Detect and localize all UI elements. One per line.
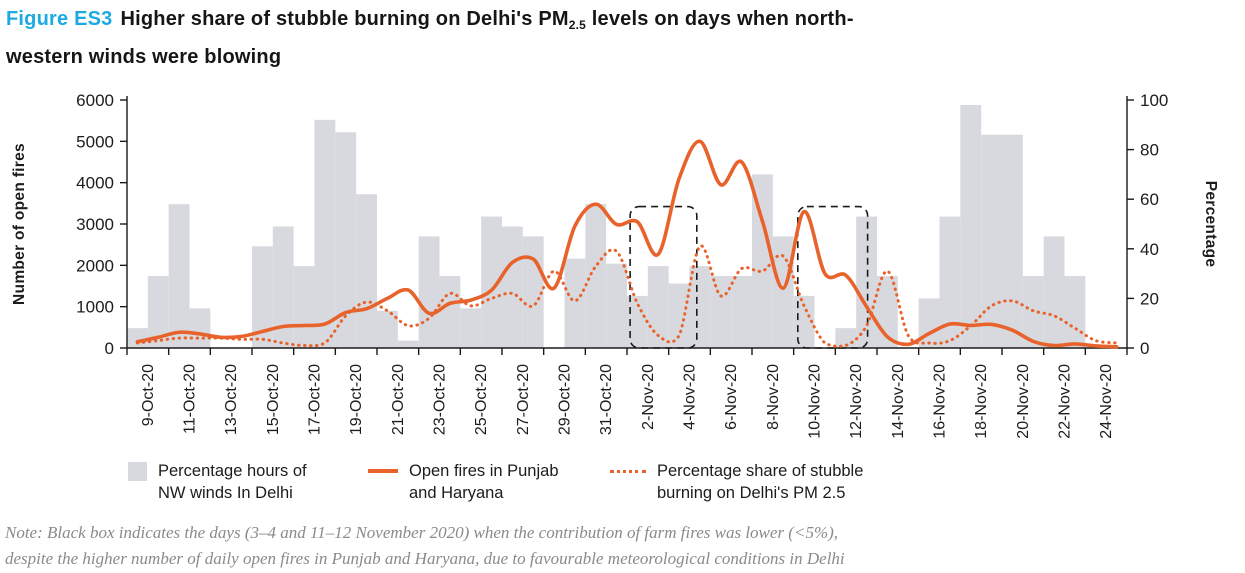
dotted-line-swatch-icon — [610, 470, 646, 473]
svg-text:29-Oct-20: 29-Oct-20 — [557, 364, 574, 435]
svg-text:24-Nov-20: 24-Nov-20 — [1098, 364, 1115, 439]
figure-note: Note: Black box indicates the days (3–4 … — [5, 520, 1241, 572]
pm-share-dotted-line — [135, 244, 1119, 348]
svg-text:21-Oct-20: 21-Oct-20 — [390, 364, 407, 435]
title-text-cont: levels on days when north- — [586, 8, 854, 30]
svg-text:6000: 6000 — [76, 91, 114, 110]
svg-text:11-Oct-20: 11-Oct-20 — [182, 364, 199, 434]
svg-text:80: 80 — [1140, 141, 1159, 160]
svg-text:40: 40 — [1140, 240, 1159, 259]
svg-text:100: 100 — [1140, 91, 1168, 110]
svg-text:17-Oct-20: 17-Oct-20 — [307, 364, 324, 435]
svg-text:20-Nov-20: 20-Nov-20 — [1015, 364, 1032, 439]
svg-text:3000: 3000 — [76, 215, 114, 234]
svg-text:31-Oct-20: 31-Oct-20 — [598, 364, 615, 435]
svg-text:2-Nov-20: 2-Nov-20 — [640, 364, 657, 430]
legend-label-open-fires: Open fires in Punjab and Haryana — [409, 462, 559, 502]
open-fires-solid-line — [135, 139, 1119, 349]
svg-text:4000: 4000 — [76, 174, 114, 193]
solid-line-swatch-icon — [368, 469, 398, 473]
note-line1: Note: Black box indicates the days (3–4 … — [5, 523, 839, 542]
figure-title-line1: Figure ES3 Higher share of stubble burnin… — [6, 3, 1086, 41]
svg-text:22-Nov-20: 22-Nov-20 — [1057, 364, 1074, 439]
figure-title: Figure ES3 Higher share of stubble burnin… — [6, 3, 1086, 73]
note-line2: despite the higher number of daily open … — [5, 549, 845, 568]
chart-legend: Percentage hours of NW winds In Delhi Op… — [0, 460, 1245, 514]
figure-label: Figure ES3 — [6, 8, 113, 30]
title-text: Higher share of stubble burning on Delhi… — [120, 8, 569, 30]
svg-text:0: 0 — [1140, 339, 1149, 358]
data-lines — [135, 139, 1119, 349]
svg-text:6-Nov-20: 6-Nov-20 — [723, 364, 740, 430]
svg-text:Percentage: Percentage — [1202, 181, 1219, 268]
svg-text:60: 60 — [1140, 190, 1159, 209]
svg-text:18-Nov-20: 18-Nov-20 — [973, 364, 990, 439]
svg-text:Number of open fires: Number of open fires — [11, 143, 28, 305]
svg-text:16-Nov-20: 16-Nov-20 — [932, 364, 949, 439]
axes: 0 1000 2000 3000 4000 5000 6000 0 20 40 60 80 100 — [76, 91, 1168, 358]
svg-text:23-Oct-20: 23-Oct-20 — [432, 364, 449, 435]
combo-chart: 0 1000 2000 3000 4000 5000 6000 0 20 40 60 80 100 9-O… — [11, 91, 1219, 439]
svg-text:13-Oct-20: 13-Oct-20 — [223, 364, 240, 435]
svg-text:10-Nov-20: 10-Nov-20 — [807, 364, 824, 439]
svg-text:4-Nov-20: 4-Nov-20 — [682, 364, 699, 430]
axis-titles: Number of open fires Percentage — [11, 143, 1219, 305]
legend-label-nw-winds: Percentage hours of NW winds In Delhi — [158, 462, 307, 502]
svg-text:19-Oct-20: 19-Oct-20 — [348, 364, 365, 435]
svg-text:2000: 2000 — [76, 256, 114, 275]
svg-text:12-Nov-20: 12-Nov-20 — [848, 364, 865, 439]
x-axis-labels: 9-Oct-20 11-Oct-20 13-Oct-20 15-Oct-20 17-Oc… — [140, 364, 1115, 439]
svg-text:25-Oct-20: 25-Oct-20 — [473, 364, 490, 435]
svg-text:5000: 5000 — [76, 132, 114, 151]
svg-text:9-Oct-20: 9-Oct-20 — [140, 364, 157, 426]
figure-title-line2: western winds were blowing — [6, 46, 282, 68]
svg-text:15-Oct-20: 15-Oct-20 — [265, 364, 282, 435]
pm25-subscript: 2.5 — [568, 18, 587, 32]
svg-text:14-Nov-20: 14-Nov-20 — [890, 364, 907, 439]
svg-text:8-Nov-20: 8-Nov-20 — [765, 364, 782, 430]
legend-item-open-fires: Open fires in Punjab and Haryana — [368, 460, 584, 504]
legend-item-nw-winds: Percentage hours of NW winds In Delhi — [128, 460, 328, 504]
gray-bar-swatch-icon — [128, 462, 147, 481]
svg-text:0: 0 — [105, 339, 114, 358]
svg-text:27-Oct-20: 27-Oct-20 — [515, 364, 532, 435]
legend-label-pm-share: Percentage share of stubble burning on D… — [657, 462, 864, 502]
legend-item-pm-share: Percentage share of stubble burning on D… — [610, 460, 892, 504]
svg-text:1000: 1000 — [76, 298, 114, 317]
nw-winds-bars — [127, 104, 1086, 349]
svg-text:20: 20 — [1140, 289, 1159, 308]
annotation-boxes — [629, 205, 869, 349]
